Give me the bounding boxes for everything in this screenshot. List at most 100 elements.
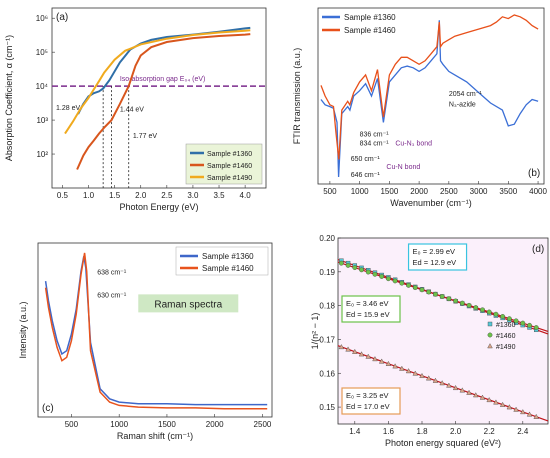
y-axis-label: Absorption Coefficient, α (cm⁻¹) [4, 35, 14, 161]
data-point [338, 260, 344, 266]
iso-absorption-label: Iso-absorption gap E₀₄ (eV) [120, 76, 206, 83]
parameter-e0: E₀ = 2.99 eV [413, 247, 456, 256]
annotation-azide: N₃-azide [449, 102, 476, 109]
series-line [76, 33, 251, 170]
data-point [473, 392, 479, 398]
parameter-ed: Ed = 12.9 eV [413, 258, 457, 267]
gap-label-1460: 1.44 eV [120, 106, 144, 113]
legend-label: Sample #1360 [207, 151, 252, 158]
data-point [433, 291, 438, 297]
annotation-836: 836 cm⁻¹ [360, 131, 390, 138]
x-tick-label: 2.4 [517, 427, 529, 436]
annotation-638: 638 cm⁻¹ [97, 269, 127, 276]
data-point [399, 280, 405, 286]
data-point [426, 289, 432, 295]
annotation-650: 650 cm⁻¹ [351, 156, 381, 163]
x-axis-label: Photon Energy (eV) [119, 202, 198, 212]
series-line [44, 252, 268, 410]
legend-label: #1460 [496, 333, 516, 340]
data-point [506, 316, 512, 322]
data-point [372, 271, 378, 277]
annotation-cu-n3: Cu-N₃ bond [395, 140, 432, 147]
parameter-box [341, 295, 401, 323]
parameter-ed: Ed = 15.9 eV [346, 310, 390, 319]
data-point [493, 399, 499, 405]
data-point [520, 320, 526, 326]
x-tick-label: 2.2 [484, 427, 496, 436]
y-tick-label: 10³ [36, 116, 48, 125]
data-point [486, 397, 492, 403]
data-point [500, 314, 506, 319]
data-point [506, 404, 513, 410]
x-tick-label: 3000 [470, 187, 488, 196]
x-tick-label: 1.6 [383, 427, 395, 436]
panel-label: (a) [56, 12, 68, 23]
data-point [385, 276, 391, 282]
x-tick-label: 2500 [440, 187, 458, 196]
series-line [64, 29, 251, 135]
x-tick-label: 2.0 [135, 191, 147, 200]
data-point [533, 413, 539, 419]
y-tick-label: 10⁶ [36, 14, 48, 23]
data-point [480, 307, 485, 313]
annotation-2054: 2054 cm⁻¹ [449, 91, 483, 98]
parameter-box [341, 387, 401, 415]
x-tick-label: 2000 [410, 187, 428, 196]
data-point [359, 267, 364, 273]
data-point [473, 305, 479, 310]
data-point [419, 372, 425, 378]
y-tick-label: 0.15 [319, 403, 335, 412]
data-point [406, 282, 411, 288]
legend-marker [487, 343, 493, 349]
data-point [399, 365, 405, 371]
data-point [439, 294, 445, 299]
data-point [493, 311, 499, 317]
legend-label: Sample #1460 [207, 163, 252, 170]
y-tick-label: 10⁴ [36, 82, 49, 91]
y-axis-label: FTIR transmission (a.u.) [292, 48, 302, 145]
x-tick-label: 1000 [351, 187, 369, 196]
x-tick-label: 3500 [499, 187, 517, 196]
x-tick-label: 500 [65, 420, 79, 429]
x-tick-label: 1.8 [416, 427, 428, 436]
legend-marker [487, 332, 493, 338]
x-tick-label: 2.5 [161, 191, 173, 200]
legend-label: #1490 [496, 344, 516, 351]
y-tick-label: 10² [36, 150, 48, 159]
data-point [425, 375, 432, 381]
data-point [338, 344, 345, 350]
parameter-ed: Ed = 17.0 eV [346, 402, 390, 411]
x-tick-label: 500 [323, 187, 337, 196]
annotation-834: 834 cm⁻¹ [360, 140, 390, 147]
x-tick-label: 1.4 [349, 427, 361, 436]
gap-label-1360: 1.28 eV [56, 105, 80, 112]
data-point [385, 360, 392, 366]
legend-box [175, 246, 269, 276]
data-point [466, 302, 472, 308]
x-axis-label: Photon energy squared (eV²) [385, 438, 501, 448]
y-tick-label: 0.19 [319, 268, 335, 277]
data-point [365, 269, 371, 275]
y-axis-label: 1/(n² − 1) [310, 313, 320, 350]
x-tick-label: 1000 [110, 420, 128, 429]
data-point [352, 265, 358, 271]
data-point [513, 406, 519, 412]
y-tick-label: 0.16 [319, 369, 335, 378]
data-point [526, 411, 533, 417]
data-point [419, 287, 425, 293]
y-tick-label: 0.18 [319, 302, 335, 311]
data-point [392, 278, 398, 284]
legend-label: Sample #1460 [344, 26, 396, 35]
legend-marker [487, 321, 493, 327]
annotation-646: 646 cm⁻¹ [351, 172, 381, 179]
data-point [365, 353, 371, 359]
annotation-630: 630 cm⁻¹ [97, 293, 127, 300]
x-tick-label: 1.5 [109, 191, 121, 200]
parameter-box [407, 243, 468, 271]
legend-label: Sample #1360 [202, 252, 254, 261]
series-line [320, 14, 539, 160]
y-axis-label: Intensity (a.u.) [18, 301, 28, 358]
chart-title: Raman spectra [154, 299, 222, 310]
data-point [520, 409, 526, 415]
x-axis-label: Raman shift (cm⁻¹) [117, 431, 193, 441]
